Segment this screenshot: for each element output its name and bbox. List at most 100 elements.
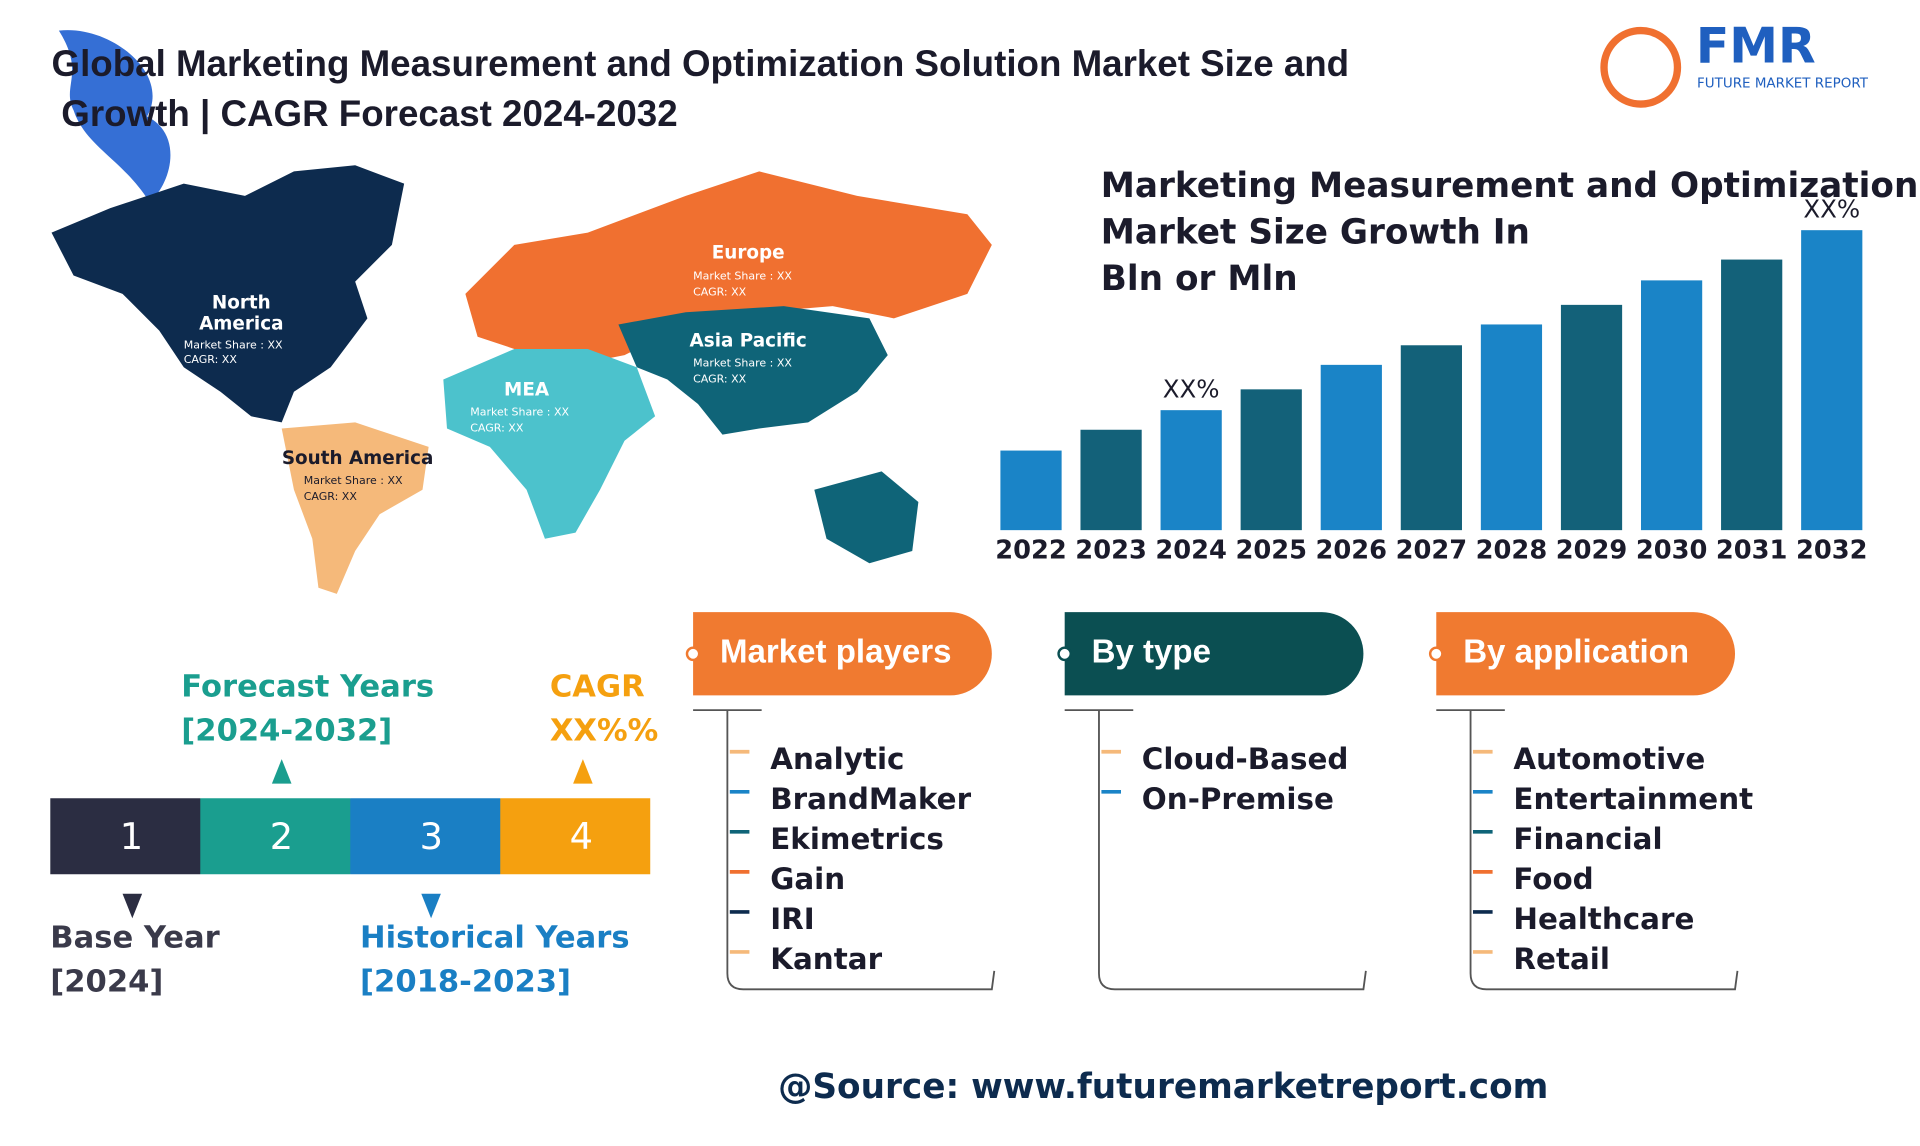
page-title: Growth | CAGR Forecast 2024-2032 — [61, 93, 677, 135]
timeline-step — [50, 798, 213, 875]
region-name: Asia Pacific — [690, 331, 807, 352]
region-cagr: CAGR: XX — [693, 286, 747, 299]
chart-title: Market Size Growth In — [1101, 212, 1530, 252]
x-tick-label: 2028 — [1476, 535, 1548, 565]
timeline-step-number: 4 — [570, 815, 593, 858]
segment-item: Automotive — [1513, 742, 1705, 776]
timeline-label: Forecast Years — [181, 670, 434, 705]
region-name: America — [199, 313, 283, 334]
bar-label: XX% — [1163, 375, 1220, 404]
x-tick-label: 2026 — [1316, 535, 1388, 565]
x-tick-label: 2025 — [1235, 535, 1307, 565]
x-tick-label: 2029 — [1556, 535, 1628, 565]
region-north-america — [51, 165, 405, 423]
timeline-label: [2024-2032] — [181, 714, 392, 749]
timeline-step — [350, 798, 513, 875]
x-tick-label: 2027 — [1396, 535, 1468, 565]
region-cagr: CAGR: XX — [693, 373, 747, 386]
segment-item: Financial — [1513, 822, 1662, 856]
region-asia-pacific — [618, 306, 888, 435]
timeline-label: CAGR — [550, 670, 645, 705]
segment-item: IRI — [770, 902, 814, 936]
segment-bracket — [1436, 709, 1739, 991]
segment-item: Entertainment — [1513, 782, 1753, 816]
arrow-down — [421, 893, 441, 919]
logo-name: FMR — [1696, 17, 1816, 74]
segment-item: Kantar — [770, 942, 882, 976]
region-name: Europe — [712, 242, 785, 263]
region-share: Market Share : XX — [693, 357, 792, 370]
page-title: Global Marketing Measurement and Optimiz… — [52, 43, 1350, 84]
segment-title: Market players — [720, 634, 951, 671]
segment-item: On-Premise — [1142, 782, 1334, 816]
bar — [1560, 304, 1623, 531]
bar — [1640, 280, 1703, 531]
segment-header — [1436, 612, 1736, 696]
logo-icon — [1600, 26, 1682, 108]
timeline-step-number: 3 — [420, 815, 443, 858]
segment-item: Ekimetrics — [770, 822, 944, 856]
segment-header — [1064, 612, 1364, 696]
region-cagr: CAGR: XX — [304, 490, 358, 503]
timeline-label: Historical Years — [360, 921, 629, 956]
segment-header — [693, 612, 992, 696]
timeline-label: [2024] — [50, 965, 163, 1000]
segment-item: Food — [1513, 862, 1593, 896]
bar — [1080, 429, 1142, 531]
x-tick-label: 2022 — [995, 535, 1067, 565]
region-share: Market Share : XX — [304, 474, 403, 487]
brand-decoration — [58, 30, 171, 203]
segment-item: Analytic — [770, 742, 904, 776]
arrow-up — [271, 759, 292, 784]
timeline-step — [500, 798, 651, 875]
logo-tagline: FUTURE MARKET REPORT — [1697, 76, 1869, 91]
segment-title: By type — [1092, 634, 1211, 671]
x-tick-label: 2023 — [1075, 535, 1147, 565]
region-south-america — [281, 422, 429, 594]
x-tick-label: 2030 — [1636, 535, 1708, 565]
region-share: Market Share : XX — [184, 338, 283, 351]
bar — [1721, 259, 1783, 531]
x-tick-label: 2031 — [1716, 535, 1788, 565]
segment-dot — [685, 646, 701, 662]
bar — [1000, 450, 1062, 531]
bar — [1160, 410, 1222, 531]
source: @Source: www.futuremarketreport.com — [778, 1067, 1548, 1107]
region-europe — [465, 171, 992, 368]
segment-dot — [1057, 646, 1073, 662]
timeline-label: [2018-2023] — [360, 965, 571, 1000]
bar — [1400, 345, 1462, 531]
timeline-step — [200, 798, 363, 875]
region-name: South America — [282, 448, 434, 469]
region-share: Market Share : XX — [470, 406, 569, 419]
segment-dot — [1428, 646, 1444, 662]
segment-title: By application — [1463, 634, 1689, 671]
timeline-label: XX%% — [550, 714, 658, 749]
bar — [1240, 389, 1302, 531]
x-tick-label: 2032 — [1796, 535, 1868, 565]
region-name: North — [212, 293, 271, 314]
region-oceania — [814, 471, 919, 564]
segment-bracket — [1064, 709, 1367, 991]
region-cagr: CAGR: XX — [184, 353, 238, 366]
timeline-label: Base Year — [50, 921, 219, 956]
timeline-step-number: 2 — [270, 815, 293, 858]
segment-item: Cloud-Based — [1142, 742, 1349, 776]
region-name: MEA — [504, 380, 550, 401]
chart-title: Bln or Mln — [1101, 259, 1298, 299]
segment-bracket — [693, 709, 996, 991]
segment-item: Healthcare — [1513, 902, 1694, 936]
x-tick-label: 2024 — [1155, 535, 1227, 565]
segment-item: BrandMaker — [770, 782, 971, 816]
arrow-down — [122, 893, 143, 919]
world-map: North America Market Share : XX CAGR: XX… — [51, 165, 992, 594]
region-mea — [443, 348, 656, 539]
bar — [1320, 364, 1382, 531]
timeline-step-number: 1 — [120, 815, 143, 858]
region-cagr: CAGR: XX — [470, 422, 524, 435]
chart-title: Marketing Measurement and Optimization S… — [1101, 166, 1920, 206]
region-share: Market Share : XX — [693, 270, 792, 283]
bar-label: XX% — [1803, 195, 1860, 224]
segment-item: Retail — [1513, 942, 1610, 976]
